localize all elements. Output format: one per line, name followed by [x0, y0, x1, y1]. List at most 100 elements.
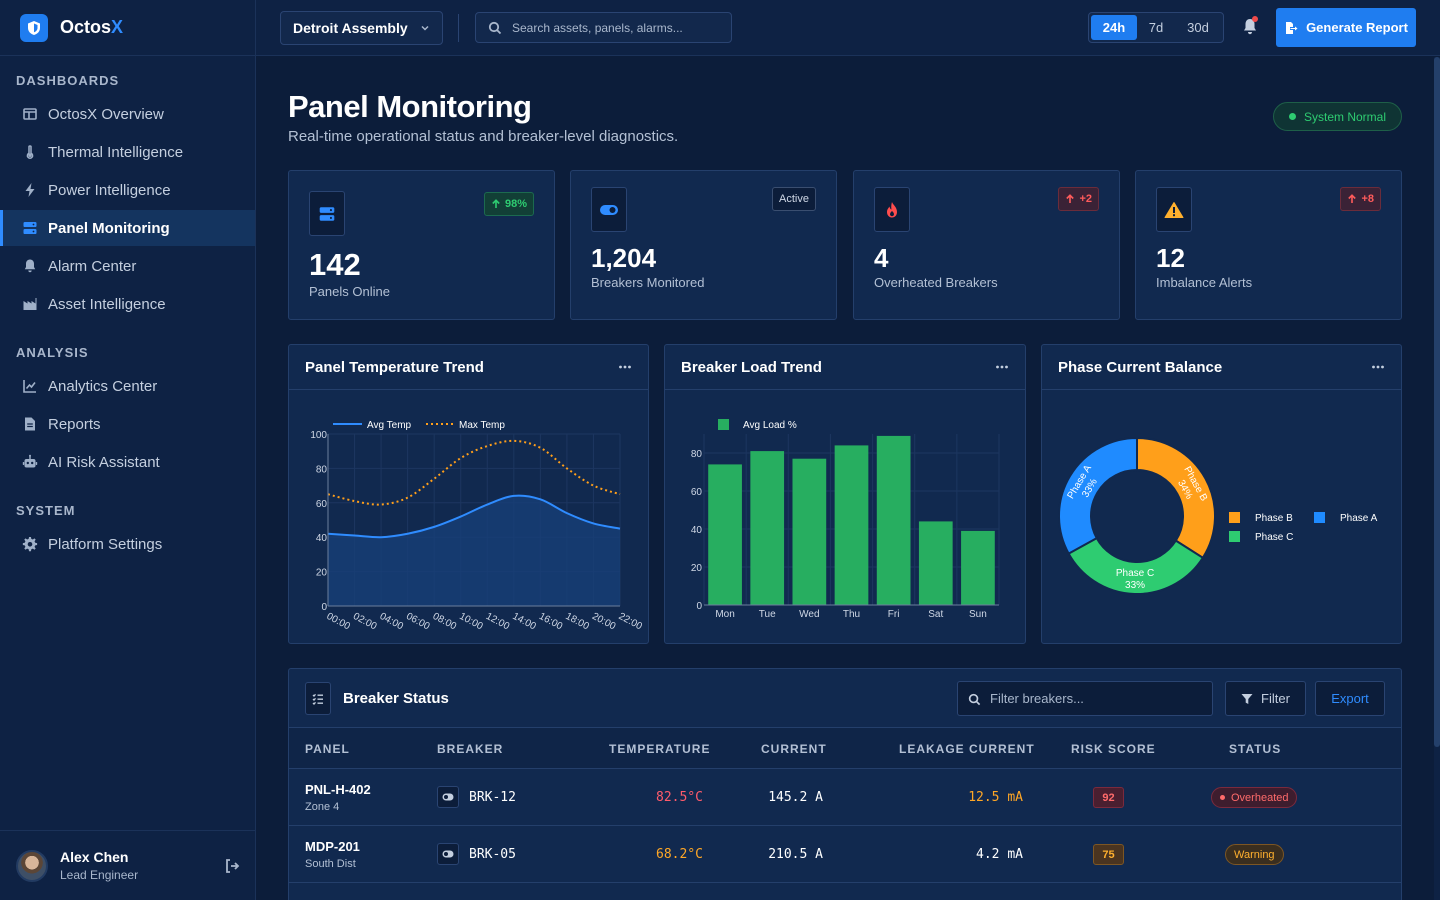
breaker-id: BRK-05	[469, 847, 516, 862]
panel-temperature-chart: Panel Temperature Trend 0 20 40 60 80 100 00:0…	[288, 344, 649, 644]
column-header-status[interactable]: STATUS	[1229, 742, 1282, 756]
bar-fri[interactable]	[876, 435, 911, 605]
table-row[interactable]: PNL-H-402 Zone 4 BRK-12 82.5°C 145.2 A 1…	[289, 769, 1401, 826]
warning-icon	[1156, 187, 1192, 232]
chart-title: Panel Temperature Trend	[305, 359, 484, 376]
chart-title: Phase Current Balance	[1058, 359, 1223, 376]
filter-icon	[1241, 693, 1253, 704]
x-tick-label: 18:00	[564, 611, 592, 633]
gear-icon	[22, 536, 38, 552]
kpi-value: 1,204	[591, 243, 657, 273]
legend-swatch-phase-a	[1314, 512, 1325, 523]
bar-thu[interactable]	[834, 445, 869, 605]
filter-breakers-input[interactable]	[990, 682, 1205, 715]
kpi-badge: Active	[772, 187, 816, 211]
column-header-breaker[interactable]: BREAKER	[437, 742, 504, 756]
x-tick-label: Thu	[843, 609, 860, 620]
bar-mon[interactable]	[708, 464, 742, 605]
slice-phase-b[interactable]	[1136, 436, 1216, 560]
logout-icon[interactable]	[224, 858, 240, 874]
filter-breakers-search[interactable]	[957, 681, 1213, 716]
kpi-card-breakers-monitored[interactable]: Active 1,204 Breakers Monitored	[570, 170, 837, 320]
x-tick-label: Sun	[969, 609, 987, 620]
sidebar-item-asset-intelligence[interactable]: Asset Intelligence	[0, 286, 255, 322]
user-profile[interactable]: Alex Chen Lead Engineer	[0, 830, 256, 900]
toggle-icon	[591, 187, 627, 232]
legend-label-avg-load: Avg Load %	[743, 420, 797, 431]
sidebar: OctosX DASHBOARDS OctosX Overview Thermal …	[0, 0, 256, 900]
notification-bell-icon[interactable]	[1242, 18, 1258, 36]
status-dot	[1220, 795, 1225, 800]
nav-section-label: SYSTEM	[16, 502, 76, 518]
export-button[interactable]: Export	[1315, 681, 1385, 716]
more-options-icon[interactable]	[1371, 360, 1385, 374]
global-search[interactable]	[475, 12, 732, 43]
bar-sun[interactable]	[961, 530, 995, 605]
main-scrollbar[interactable]	[1434, 57, 1440, 900]
sidebar-item-power-intelligence[interactable]: Power Intelligence	[0, 172, 255, 208]
avatar[interactable]	[16, 849, 48, 882]
sidebar-item-thermal-intelligence[interactable]: Thermal Intelligence	[0, 134, 255, 170]
slice-phase-a[interactable]	[1058, 436, 1138, 555]
sidebar-item-label: Thermal Intelligence	[48, 143, 184, 161]
leakage-value: 4.2 mA	[976, 847, 1023, 862]
sidebar-item-panel-monitoring[interactable]: Panel Monitoring	[0, 210, 255, 246]
column-header-current[interactable]: CURRENT	[761, 742, 827, 756]
scrollbar-thumb[interactable]	[1434, 57, 1440, 747]
x-tick-label: 04:00	[378, 611, 406, 633]
y-tick-label: 40	[316, 533, 328, 544]
more-options-icon[interactable]	[618, 360, 632, 374]
phase-chart-plot: Phase B34%Phase C 33%Phase A33%Phase BPha…	[1058, 436, 1378, 595]
temperature-chart-plot: 0 20 40 60 80 100 00:00 02:00 04:00 06:00 08:00 10:…	[310, 420, 644, 633]
kpi-card-imbalance-alerts[interactable]: +8 12 Imbalance Alerts	[1135, 170, 1402, 320]
range-option-30d[interactable]: 30d	[1187, 20, 1209, 35]
bar-sat[interactable]	[918, 521, 953, 605]
legend-label-phase-b: Phase B	[1255, 513, 1293, 524]
kpi-label: Breakers Monitored	[591, 275, 705, 290]
sidebar-item-reports[interactable]: Reports	[0, 406, 255, 442]
toggle-icon	[437, 786, 459, 808]
kpi-value: 4	[874, 243, 889, 273]
sidebar-item-label: Platform Settings	[48, 535, 163, 553]
legend-swatch-phase-b	[1229, 512, 1240, 523]
bar-tue[interactable]	[750, 451, 785, 605]
sidebar-item-platform-settings[interactable]: Platform Settings	[0, 526, 255, 562]
column-header-leakage-current[interactable]: LEAKAGE CURRENT	[899, 742, 1035, 756]
table-title: Breaker Status	[343, 690, 449, 707]
sidebar-item-label: Panel Monitoring	[48, 219, 170, 237]
bar-wed[interactable]	[792, 458, 827, 605]
shield-logo-icon	[20, 13, 48, 42]
site-selector-value: Detroit Assembly	[293, 20, 408, 36]
file-icon	[22, 416, 38, 432]
more-options-icon[interactable]	[995, 360, 1009, 374]
column-header-temperature[interactable]: TEMPERATURE	[609, 742, 711, 756]
status-dot	[1288, 113, 1296, 120]
user-role: Lead Engineer	[60, 868, 139, 882]
system-status-badge: System Normal	[1273, 102, 1402, 131]
list-icon	[305, 682, 331, 715]
kpi-card-overheated-breakers[interactable]: +2 4 Overheated Breakers	[853, 170, 1120, 320]
x-tick-label: 12:00	[484, 611, 512, 633]
column-header-risk-score[interactable]: RISK SCORE	[1071, 742, 1156, 756]
column-header-panel[interactable]: PANEL	[305, 742, 350, 756]
range-option-24h[interactable]: 24h	[1091, 15, 1137, 40]
site-selector[interactable]: Detroit Assembly	[280, 11, 443, 45]
sidebar-item-alarm-center[interactable]: Alarm Center	[0, 248, 255, 284]
divider	[458, 14, 459, 42]
sidebar-item-ai-risk-assistant[interactable]: AI Risk Assistant	[0, 444, 255, 480]
fire-icon	[874, 187, 910, 232]
search-input[interactable]	[512, 13, 722, 42]
y-tick-label: 20	[316, 568, 328, 579]
kpi-card-panels-online[interactable]: 98% 142 Panels Online	[288, 170, 555, 320]
thermometer-icon	[22, 144, 38, 160]
y-tick-label: 60	[691, 487, 703, 498]
filter-button[interactable]: Filter	[1225, 681, 1306, 716]
slice-phase-c[interactable]	[1067, 536, 1205, 595]
page-subtitle: Real-time operational status and breaker…	[288, 128, 679, 145]
sidebar-item-analytics-center[interactable]: Analytics Center	[0, 368, 255, 404]
generate-report-button[interactable]: Generate Report	[1276, 8, 1416, 47]
range-option-7d[interactable]: 7d	[1148, 20, 1164, 35]
sidebar-item-octosx-overview[interactable]: OctosX Overview	[0, 96, 255, 132]
table-row[interactable]: MDP-201 South Dist BRK-05 68.2°C 210.5 A…	[289, 826, 1401, 883]
brand[interactable]: OctosX	[0, 0, 255, 56]
